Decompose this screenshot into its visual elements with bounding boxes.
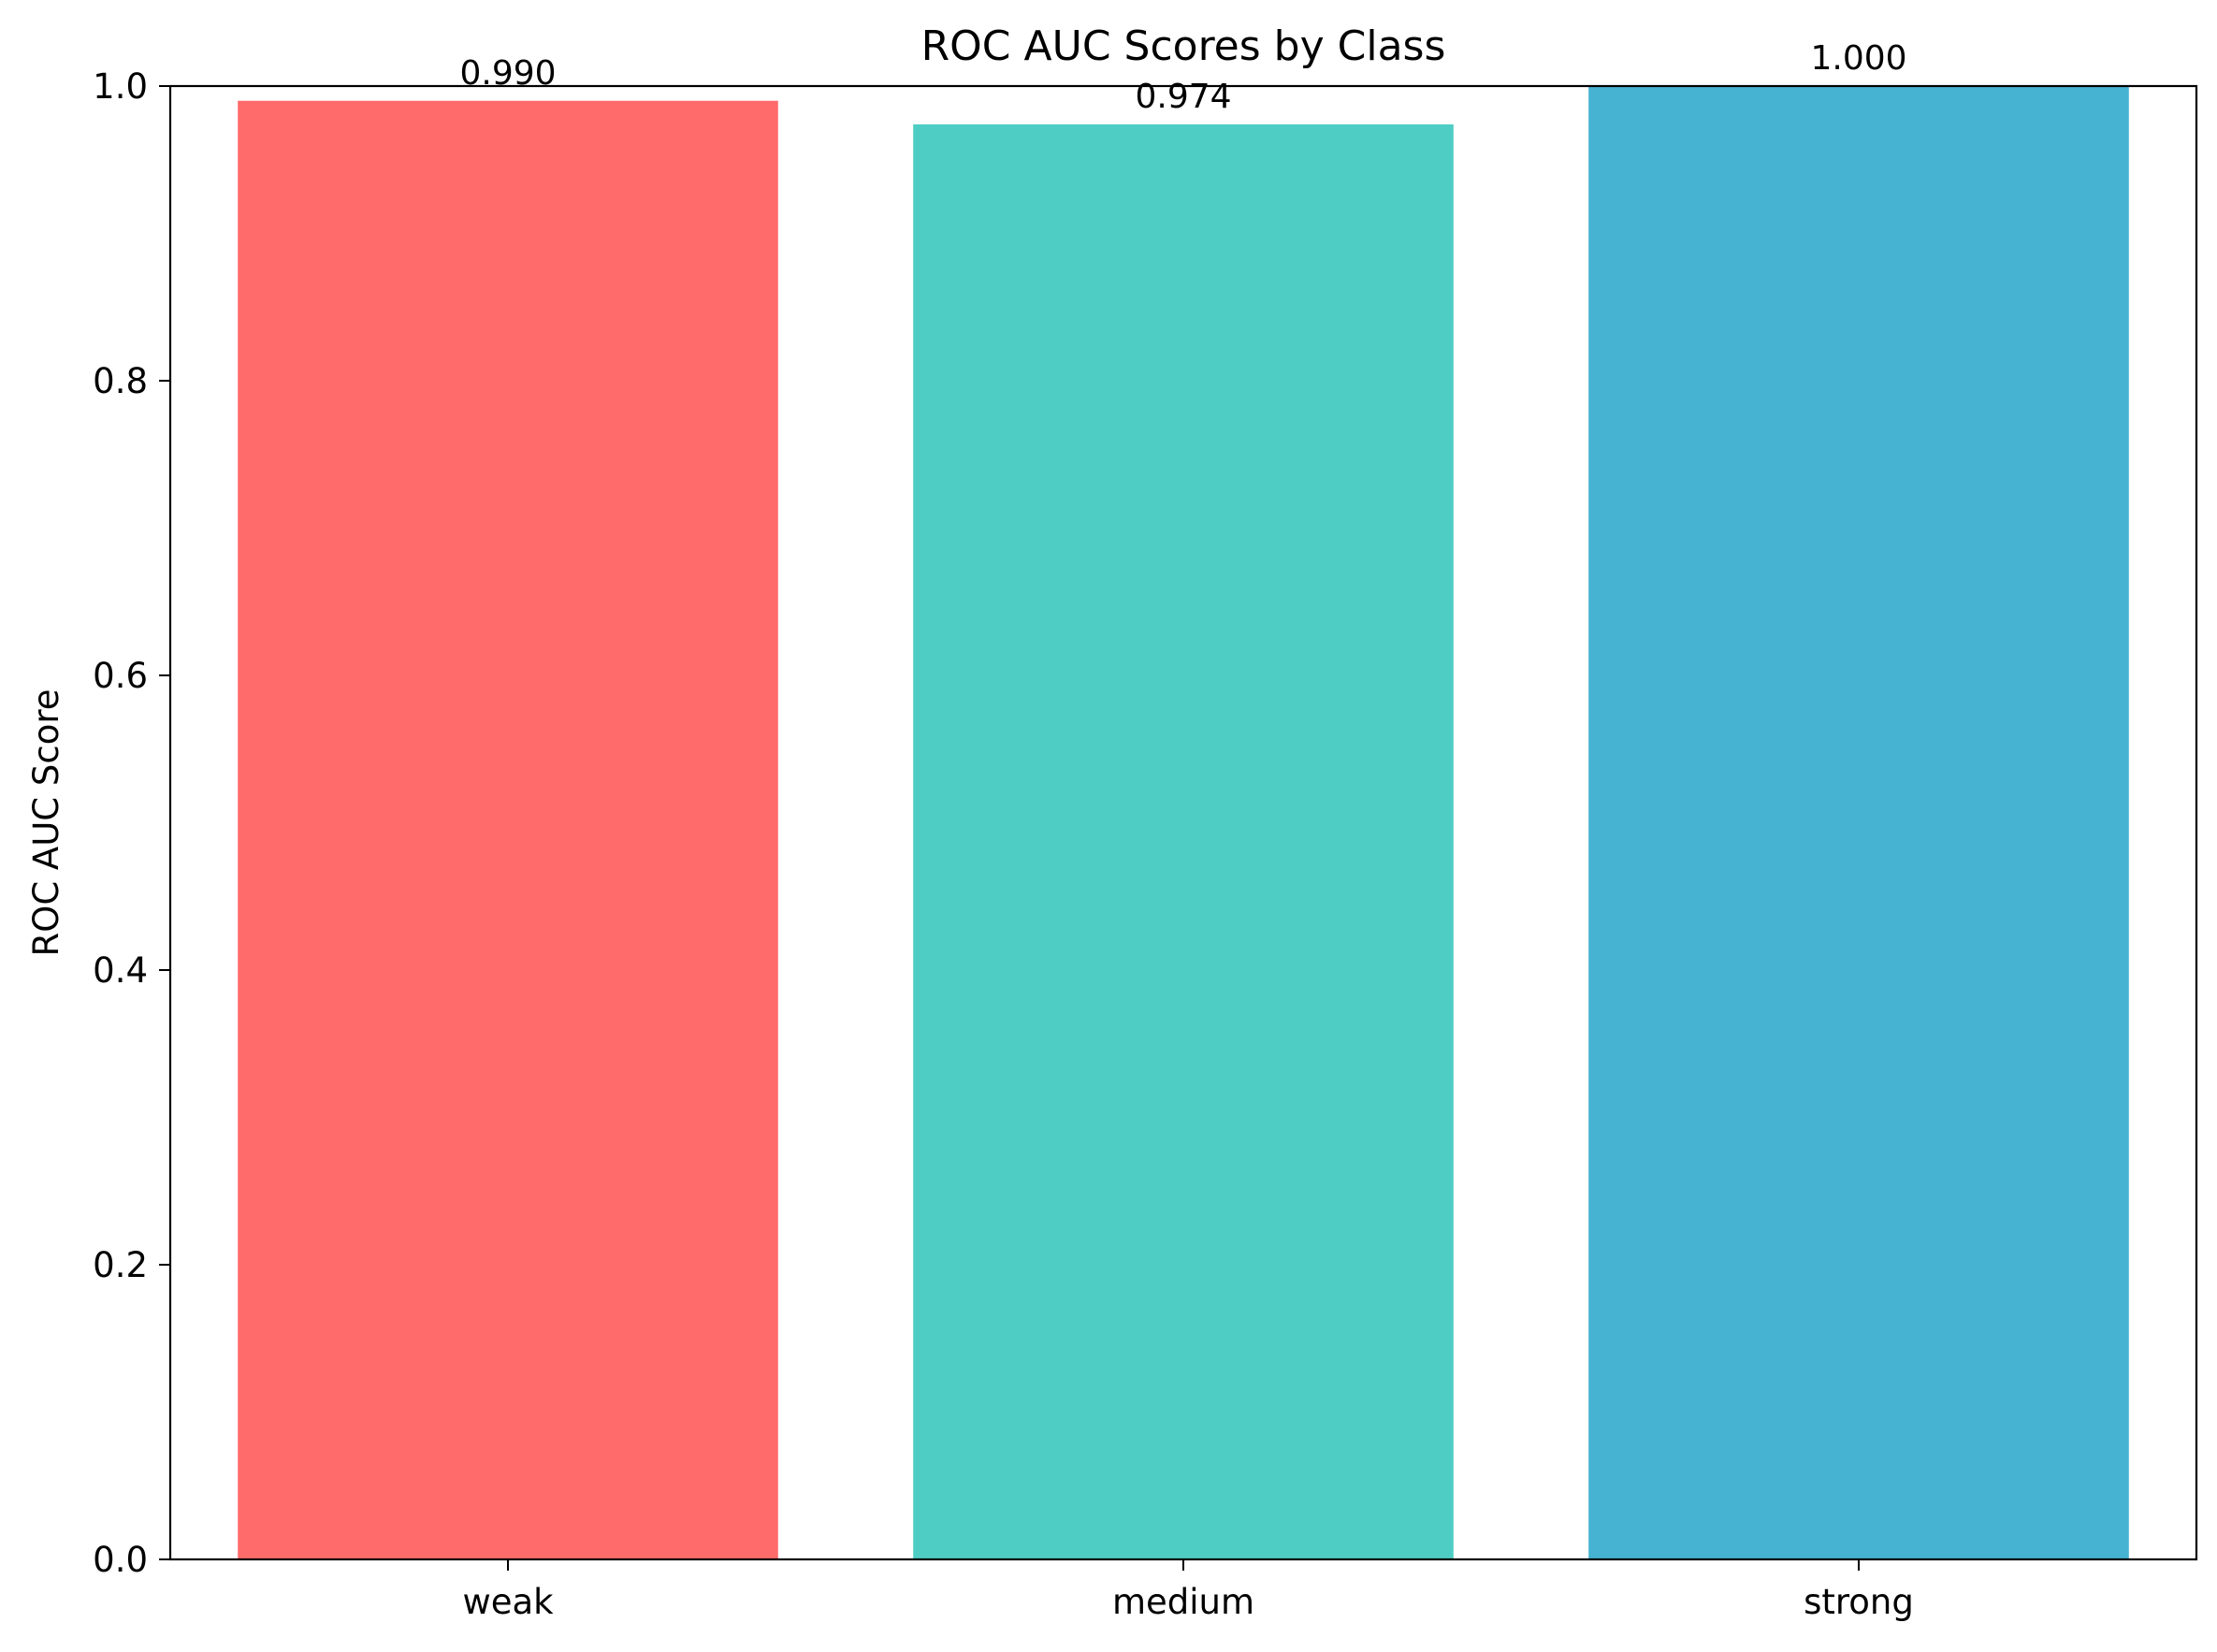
- x-tick-label-weak: weak: [462, 1582, 554, 1622]
- y-tick-label: 0.0: [93, 1540, 148, 1580]
- x-tick-label-strong: strong: [1804, 1582, 1914, 1622]
- labels-layer: 0.990 weak 0.974 medium 1.000 strong 0.0 0.2 0.4…: [93, 39, 1914, 1622]
- x-tick-label-medium: medium: [1112, 1582, 1254, 1622]
- chart-title: ROC AUC Scores by Class: [921, 22, 1446, 70]
- plot-frame: [168, 84, 2198, 1561]
- bar-strong: [1588, 86, 2129, 1559]
- ticks-layer: [159, 85, 1860, 1571]
- y-tick-label: 0.4: [93, 950, 148, 991]
- y-axis-label: ROC AUC Score: [26, 688, 66, 956]
- y-tick-label: 0.2: [93, 1245, 148, 1285]
- bar-weak: [238, 100, 778, 1559]
- y-tick-label: 1.0: [93, 66, 148, 107]
- value-label-strong: 1.000: [1810, 39, 1906, 78]
- value-label-medium: 0.974: [1135, 78, 1231, 116]
- bar-medium: [913, 123, 1454, 1560]
- y-tick-label: 0.8: [93, 361, 148, 401]
- value-label-weak: 0.990: [459, 54, 556, 93]
- bars-layer: [238, 86, 2129, 1560]
- y-tick-label: 0.6: [93, 656, 148, 696]
